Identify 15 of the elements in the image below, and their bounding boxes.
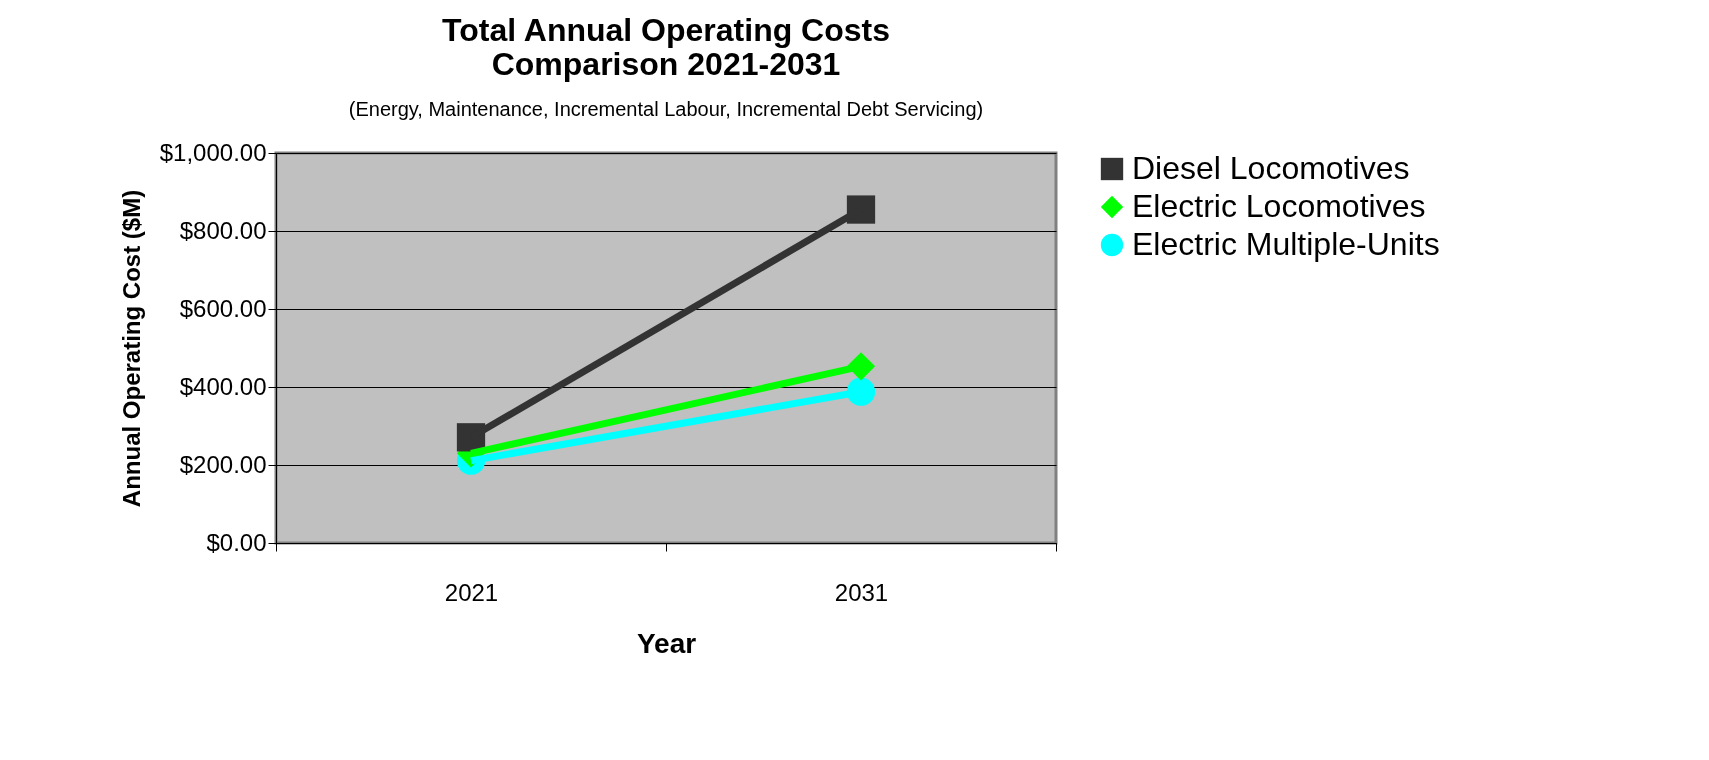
legend-label: Diesel Locomotives [1132,150,1410,186]
y-tick-label: $1,000.00 [159,138,267,166]
y-tick-label: $800.00 [179,216,267,244]
text: Total Annual Operating Costs [441,12,891,48]
x-axis-title: Year [636,627,697,659]
y-tick-label: $200.00 [179,450,267,478]
y-tick-label: $600.00 [179,294,267,322]
x-tick-label: 2021 [444,578,499,606]
chart-subtitle: (Energy, Maintenance, Incremental Labour, Incremental Debt Servicing) [348,98,984,120]
x-tick-label: 2031 [834,578,889,606]
y-axis-title: Annual Operating Cost ($M) [117,189,145,508]
y-tick-label: $400.00 [179,372,267,400]
legend-label: Electric Multiple-Units [1132,226,1440,262]
legend-label: Electric Locomotives [1132,188,1426,224]
y-tick-label: $0.00 [206,528,267,556]
